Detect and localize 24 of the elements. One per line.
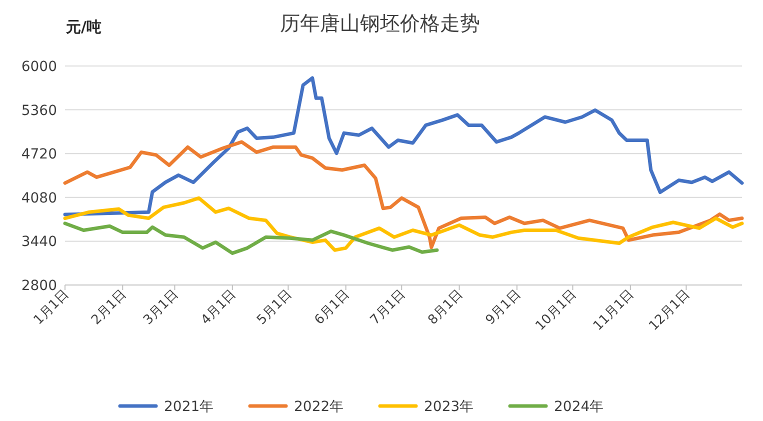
y-tick-label: 5360 [21, 102, 57, 119]
line-series [63, 222, 439, 255]
y-axis-title: 元/吨 [65, 18, 102, 36]
y-tick-label: 4080 [21, 190, 57, 206]
x-tick-label: 12月1日 [646, 287, 694, 334]
x-tick-label: 3月1日 [140, 287, 182, 328]
x-tick-label: 6月1日 [312, 287, 353, 328]
x-tick-label: 5月1日 [254, 287, 296, 328]
y-tick-label: 4720 [21, 146, 57, 163]
y-tick-label: 2800 [21, 278, 57, 294]
x-tick-label: 8月1日 [425, 287, 466, 328]
x-tick-label: 7月1日 [368, 287, 408, 328]
y-tick-label: 3440 [21, 234, 57, 250]
legend-label: 2024年 [554, 399, 604, 415]
x-tick-label: 9月1日 [483, 287, 524, 328]
legend-label: 2022年 [294, 399, 344, 415]
legend-label: 2023年 [424, 399, 474, 415]
x-tick-label: 4月1日 [198, 287, 240, 328]
y-tick-label: 6000 [21, 59, 57, 75]
x-tick-label: 10月1日 [533, 287, 580, 334]
x-tick-label: 11月1日 [590, 287, 638, 334]
chart-title: 历年唐山钢坯价格走势 [280, 11, 480, 35]
x-tick-label: 2月1日 [88, 287, 130, 328]
legend-label: 2021年 [164, 399, 214, 415]
